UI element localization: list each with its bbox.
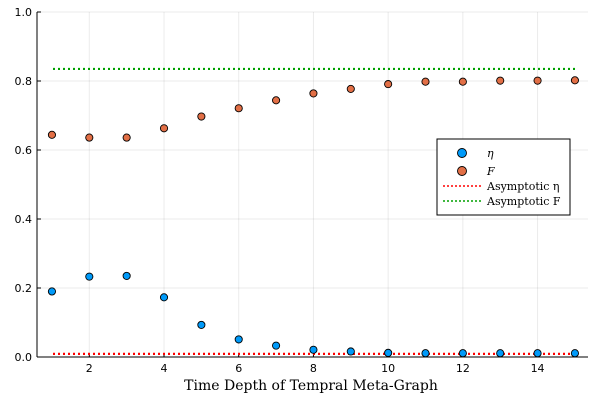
x-tick-label: 8	[310, 362, 317, 375]
legend-label: Asymptotic F	[486, 195, 561, 208]
data-point-series-1	[570, 76, 579, 85]
data-point-series-0	[272, 341, 281, 350]
data-point-series-0	[85, 272, 94, 281]
x-tick-label: 12	[456, 362, 470, 375]
data-point-series-0	[533, 349, 542, 358]
data-point-series-0	[458, 349, 467, 358]
data-point-series-1	[85, 133, 94, 142]
data-point-series-1	[384, 80, 393, 89]
legend-label: η	[487, 147, 494, 160]
data-point-series-1	[272, 96, 281, 105]
data-point-series-0	[234, 335, 243, 344]
data-point-series-1	[47, 130, 56, 139]
y-tick-label: 0.8	[15, 75, 33, 88]
legend-label: F	[486, 165, 495, 178]
data-point-series-0	[47, 287, 56, 296]
data-point-series-1	[346, 84, 355, 93]
y-tick-label: 0.0	[15, 351, 33, 364]
x-tick-label: 4	[161, 362, 168, 375]
data-point-series-1	[533, 76, 542, 85]
data-point-series-0	[384, 348, 393, 357]
legend: ηF Asymptotic η Asymptotic F	[436, 138, 571, 216]
y-tick-label: 0.4	[15, 213, 33, 226]
data-point-series-0	[159, 293, 169, 302]
data-point-series-1	[421, 77, 430, 86]
x-tick-label: 10	[381, 362, 395, 375]
data-point-series-1	[496, 76, 505, 85]
x-tick-label: 14	[531, 362, 545, 375]
chart-marks	[47, 67, 579, 358]
data-point-series-0	[570, 349, 579, 358]
y-tick-label: 0.2	[15, 282, 33, 295]
x-axis-label: Time Depth of Tempral Meta-Graph	[184, 378, 438, 394]
data-point-series-1	[458, 77, 467, 86]
data-point-series-0	[122, 271, 131, 280]
data-point-series-1	[159, 124, 169, 133]
axes: 2 4 6 8 10 12 14 0.0 0.2 0.4 0.6 0.8 1.0	[15, 6, 588, 375]
data-point-series-0	[197, 320, 206, 329]
data-point-series-1	[197, 112, 206, 121]
legend-label: Asymptotic η	[486, 180, 560, 193]
data-point-series-0	[421, 349, 430, 358]
legend-marker	[457, 166, 467, 176]
data-point-series-1	[309, 89, 318, 98]
x-tick-label: 6	[235, 362, 242, 375]
y-tick-label: 0.6	[15, 144, 33, 157]
legend-marker	[457, 148, 467, 158]
data-point-series-0	[309, 345, 318, 354]
data-point-series-1	[234, 104, 243, 113]
data-point-series-0	[496, 349, 505, 358]
x-tick-label: 2	[86, 362, 93, 375]
data-point-series-0	[346, 347, 355, 356]
data-point-series-1	[122, 133, 131, 142]
y-tick-label: 1.0	[15, 6, 33, 19]
